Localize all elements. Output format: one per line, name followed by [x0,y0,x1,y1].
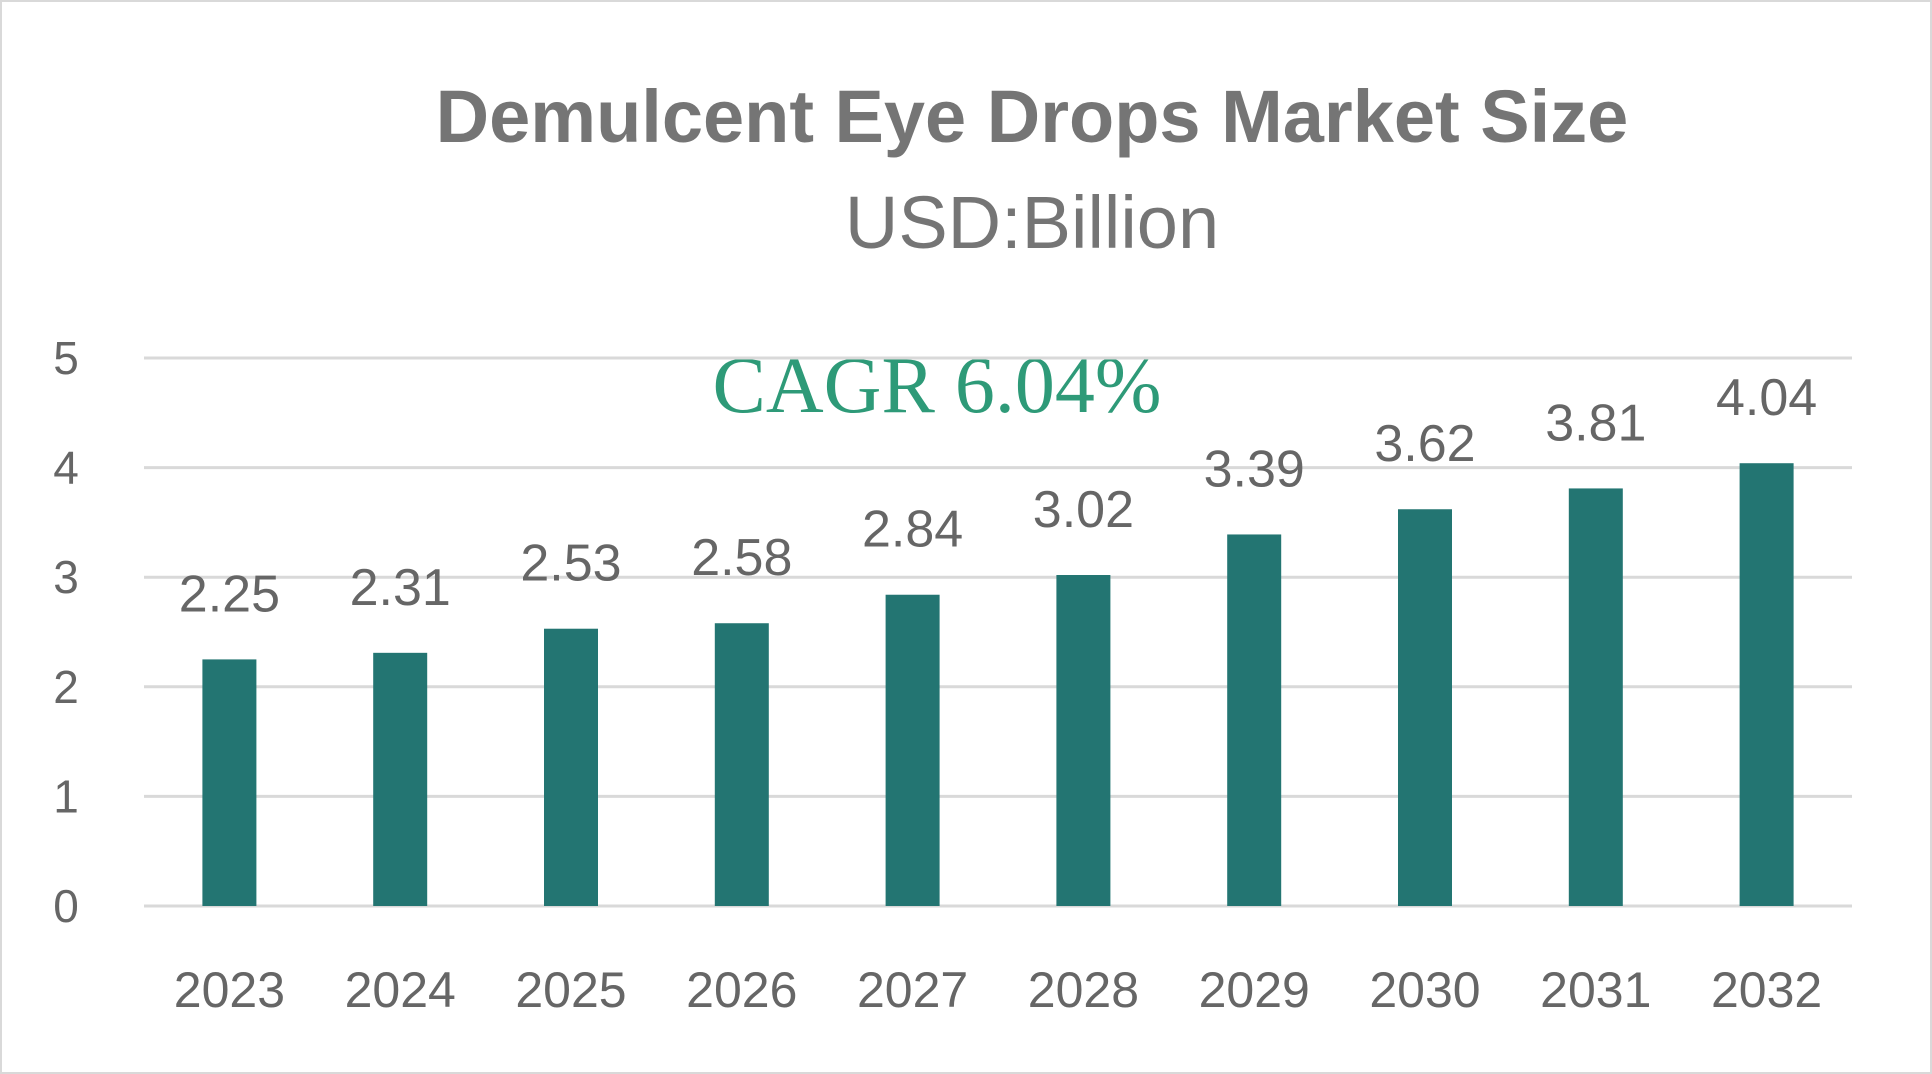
data-label: 3.02 [1033,481,1134,539]
x-tick-label: 2024 [345,962,456,1018]
bar [1056,575,1111,906]
y-axis: 0 1 2 3 4 5 [53,332,79,932]
x-tick-label: 2027 [857,962,968,1018]
x-axis: 2023 2024 2025 2026 2027 2028 2029 2030 2031 2032 [174,962,1822,1018]
bar [1398,509,1452,906]
bar [544,628,598,906]
x-tick-label: 2028 [1028,962,1139,1018]
x-tick-label: 2029 [1199,962,1310,1018]
gridlines [144,356,1852,908]
y-tick-label: 0 [53,880,79,932]
data-label: 3.81 [1545,394,1646,452]
y-tick-label: 4 [53,442,79,494]
bar [1568,488,1623,906]
y-tick-label: 5 [53,332,79,384]
bar [202,659,257,906]
bar [885,594,940,906]
data-labels: 2.25 2.31 2.53 2.58 2.84 3.02 3.39 3.62 3.81 4.04 [179,369,1817,623]
bar [373,652,428,906]
cagr-annotation: CAGR 6.04% [713,342,1162,430]
data-label: 2.53 [520,535,621,593]
data-label: 2.58 [691,529,792,587]
data-label: 2.25 [179,565,280,623]
bars [202,463,1794,906]
chart-title: Demulcent Eye Drops Market Size [436,75,1629,158]
bar [714,623,769,906]
x-tick-label: 2023 [174,962,285,1018]
x-tick-label: 2032 [1711,962,1822,1018]
data-label: 4.04 [1716,369,1817,427]
bar [1739,463,1794,906]
x-tick-label: 2026 [686,962,797,1018]
x-tick-label: 2025 [515,962,626,1018]
data-label: 3.39 [1204,440,1305,498]
y-tick-label: 2 [53,661,79,713]
y-tick-label: 1 [53,770,79,822]
bar [1227,534,1282,906]
data-label: 2.31 [350,559,451,617]
chart-subtitle: USD:Billion [845,181,1219,264]
y-tick-label: 3 [53,551,79,603]
data-label: 2.84 [862,501,963,559]
x-tick-label: 2030 [1369,962,1480,1018]
x-tick-label: 2031 [1540,962,1651,1018]
data-label: 3.62 [1374,415,1475,473]
